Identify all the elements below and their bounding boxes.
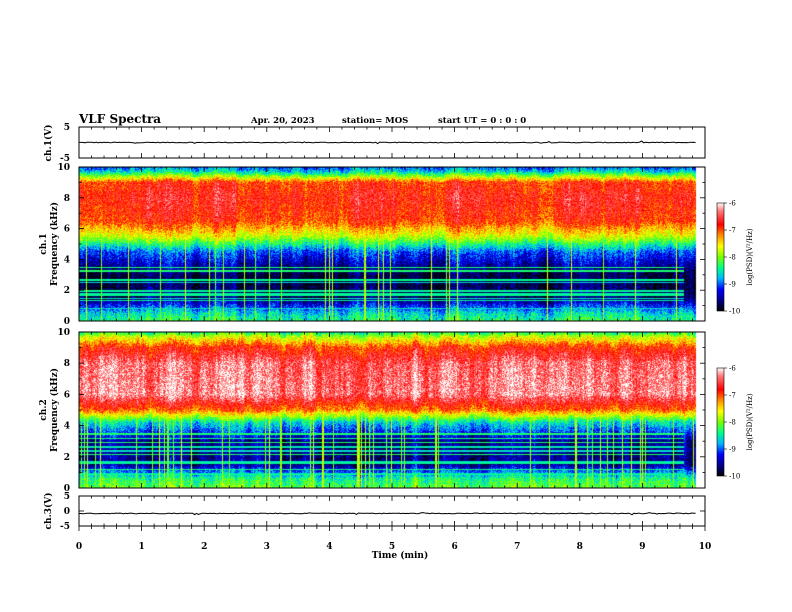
ch1-spectrogram-panel: 0 2 4 6 8 10 ch.1 Frequency (kHz) xyxy=(39,163,706,327)
y-tick-label: 4 xyxy=(64,422,70,432)
ch1-waveform-panel: 5 -5 ch.1(V) xyxy=(43,123,706,164)
colorbar-tick-label: -7 xyxy=(729,392,736,400)
ch1-spectrogram-y-ticks: 0 2 4 6 8 10 xyxy=(57,163,705,327)
ch2-spectrogram-heatmap xyxy=(79,332,705,488)
x-tick-label: 10 xyxy=(699,542,712,552)
x-tick-label: 8 xyxy=(577,542,583,552)
x-tick-label: 6 xyxy=(451,542,457,552)
ch2-colorbar-label: log(PSD)(V²/Hz) xyxy=(746,393,754,450)
ch3-waveform-trace xyxy=(79,512,696,516)
ch1-waveform-ylabel: ch.1(V) xyxy=(43,125,54,162)
colorbar-tick-label: -9 xyxy=(729,281,736,289)
x-tick-label: 7 xyxy=(514,542,520,552)
y-tick-label: 0 xyxy=(64,484,70,494)
y-tick-label: 5 xyxy=(64,123,70,133)
x-axis-label: Time (min) xyxy=(372,550,429,561)
y-tick-label: 5 xyxy=(64,492,70,502)
start-ut-label: start UT = 0 : 0 : 0 xyxy=(438,116,526,126)
ch1-waveform-trace xyxy=(79,140,696,145)
ch3-waveform-ylabel: ch.3(V) xyxy=(43,493,54,530)
y-tick-label: -5 xyxy=(60,522,70,532)
y-tick-label: 2 xyxy=(64,286,70,296)
figure-title: VLF Spectra xyxy=(78,112,161,126)
colorbar-tick-label: -6 xyxy=(729,200,736,208)
x-tick-label: 5 xyxy=(389,542,395,552)
y-tick-label: 10 xyxy=(57,328,70,338)
y-tick-label: 6 xyxy=(64,225,70,235)
ch1-colorbar: -6 -7 -8 -9 -10 log(PSD)(V²/Hz) xyxy=(716,200,754,316)
x-axis-ticks xyxy=(78,127,706,531)
y-tick-label: 6 xyxy=(64,390,70,400)
x-tick-label: 3 xyxy=(264,542,270,552)
ch2-colorbar-gradient xyxy=(717,368,724,476)
ch2-spectrogram-ylabel-freq: Frequency (kHz) xyxy=(49,368,60,452)
y-tick-label: 2 xyxy=(64,453,70,463)
x-tick-label: 9 xyxy=(639,542,645,552)
y-tick-label: 4 xyxy=(64,255,70,265)
ch1-y-ticks: 5 -5 xyxy=(60,123,705,164)
station-label: station= MOS xyxy=(342,116,408,126)
colorbar-tick-label: -10 xyxy=(729,473,740,481)
ch2-spectrogram-panel: 0 2 4 6 8 10 ch.2 Frequency (kHz) xyxy=(39,328,706,494)
x-tick-label: 4 xyxy=(326,542,332,552)
x-tick-label: 0 xyxy=(76,542,82,552)
ch1-colorbar-ticks: -6 -7 -8 -9 -10 xyxy=(724,200,740,316)
ch3-waveform-panel: 5 0 -5 ch.3(V) xyxy=(43,492,706,532)
ch1-colorbar-gradient xyxy=(717,203,724,311)
colorbar-tick-label: -8 xyxy=(729,254,736,262)
x-tick-label: 1 xyxy=(138,542,144,552)
x-tick-label: 2 xyxy=(201,542,207,552)
colorbar-tick-label: -8 xyxy=(729,419,736,427)
ch1-colorbar-label: log(PSD)(V²/Hz) xyxy=(746,228,754,285)
ch2-colorbar: -6 -7 -8 -9 -10 log(PSD)(V²/Hz) xyxy=(716,365,754,481)
ch3-y-ticks: 5 0 -5 xyxy=(60,492,705,532)
ch2-colorbar-ticks: -6 -7 -8 -9 -10 xyxy=(724,365,740,481)
y-tick-label: 0 xyxy=(64,317,70,327)
colorbar-tick-label: -9 xyxy=(729,446,736,454)
y-tick-label: 8 xyxy=(64,194,70,204)
y-tick-label: 0 xyxy=(64,507,70,517)
ch1-spectrogram-ylabel-channel: ch.1 xyxy=(39,233,49,254)
colorbar-tick-label: -6 xyxy=(729,365,736,373)
y-tick-label: 8 xyxy=(64,359,70,369)
colorbar-tick-label: -7 xyxy=(729,227,736,235)
y-tick-label: -5 xyxy=(60,154,70,164)
date-label: Apr. 20, 2023 xyxy=(250,116,315,126)
ch2-spectrogram-y-ticks: 0 2 4 6 8 10 xyxy=(57,328,705,494)
colorbar-tick-label: -10 xyxy=(729,308,740,316)
ch2-spectrogram-ylabel-channel: ch.2 xyxy=(39,399,49,420)
y-tick-label: 10 xyxy=(57,163,70,173)
ch1-spectrogram-heatmap xyxy=(79,167,705,321)
ch1-spectrogram-ylabel-freq: Frequency (kHz) xyxy=(49,202,60,286)
x-axis-tick-labels: 0 1 2 3 4 5 6 7 8 9 10 xyxy=(76,542,711,552)
